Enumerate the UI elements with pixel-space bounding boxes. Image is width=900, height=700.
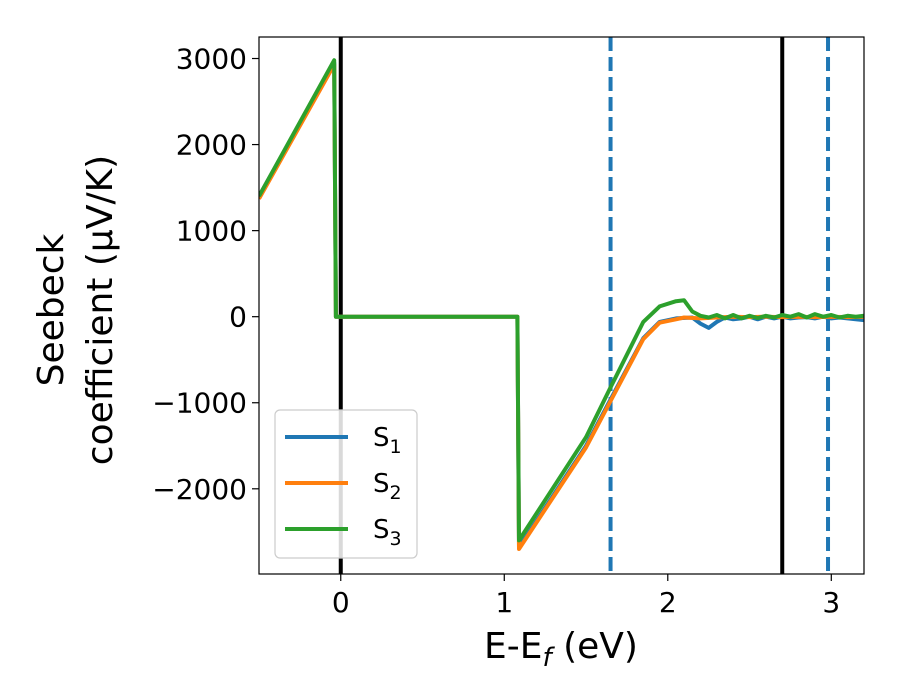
x-tick-label-0: 0 — [332, 586, 350, 619]
y-tick-label-4: −1000 — [152, 387, 247, 420]
legend-label-3: S3 — [373, 515, 402, 550]
x-axis-title: E-Ef (eV) — [484, 626, 638, 673]
series-line-3 — [259, 58, 864, 543]
legend-label-2: S2 — [373, 469, 402, 504]
y-tick-label-2: 1000 — [176, 215, 247, 248]
y-axis-ticks: 3000 2000 1000 0 −1000 −2000 — [152, 43, 259, 506]
x-axis-ticks: 0 1 2 3 — [332, 574, 840, 619]
plot-frame — [258, 36, 865, 575]
x-tick-label-1: 1 — [495, 586, 513, 619]
series-layer — [259, 58, 864, 551]
y-axis-title-line2: coefficient (μV/K) — [80, 155, 121, 465]
y-tick-label-0: 3000 — [176, 43, 247, 76]
x-tick-label-2: 2 — [659, 586, 677, 619]
y-tick-label-5: −2000 — [152, 473, 247, 506]
y-tick-label-1: 2000 — [176, 129, 247, 162]
x-tick-label-3: 3 — [822, 586, 840, 619]
legend-label-1: S1 — [373, 423, 402, 458]
y-tick-label-3: 0 — [229, 301, 247, 334]
legend: S1 S2 S3 — [274, 409, 418, 559]
y-axis-title-line1: Seebeck — [31, 233, 72, 386]
